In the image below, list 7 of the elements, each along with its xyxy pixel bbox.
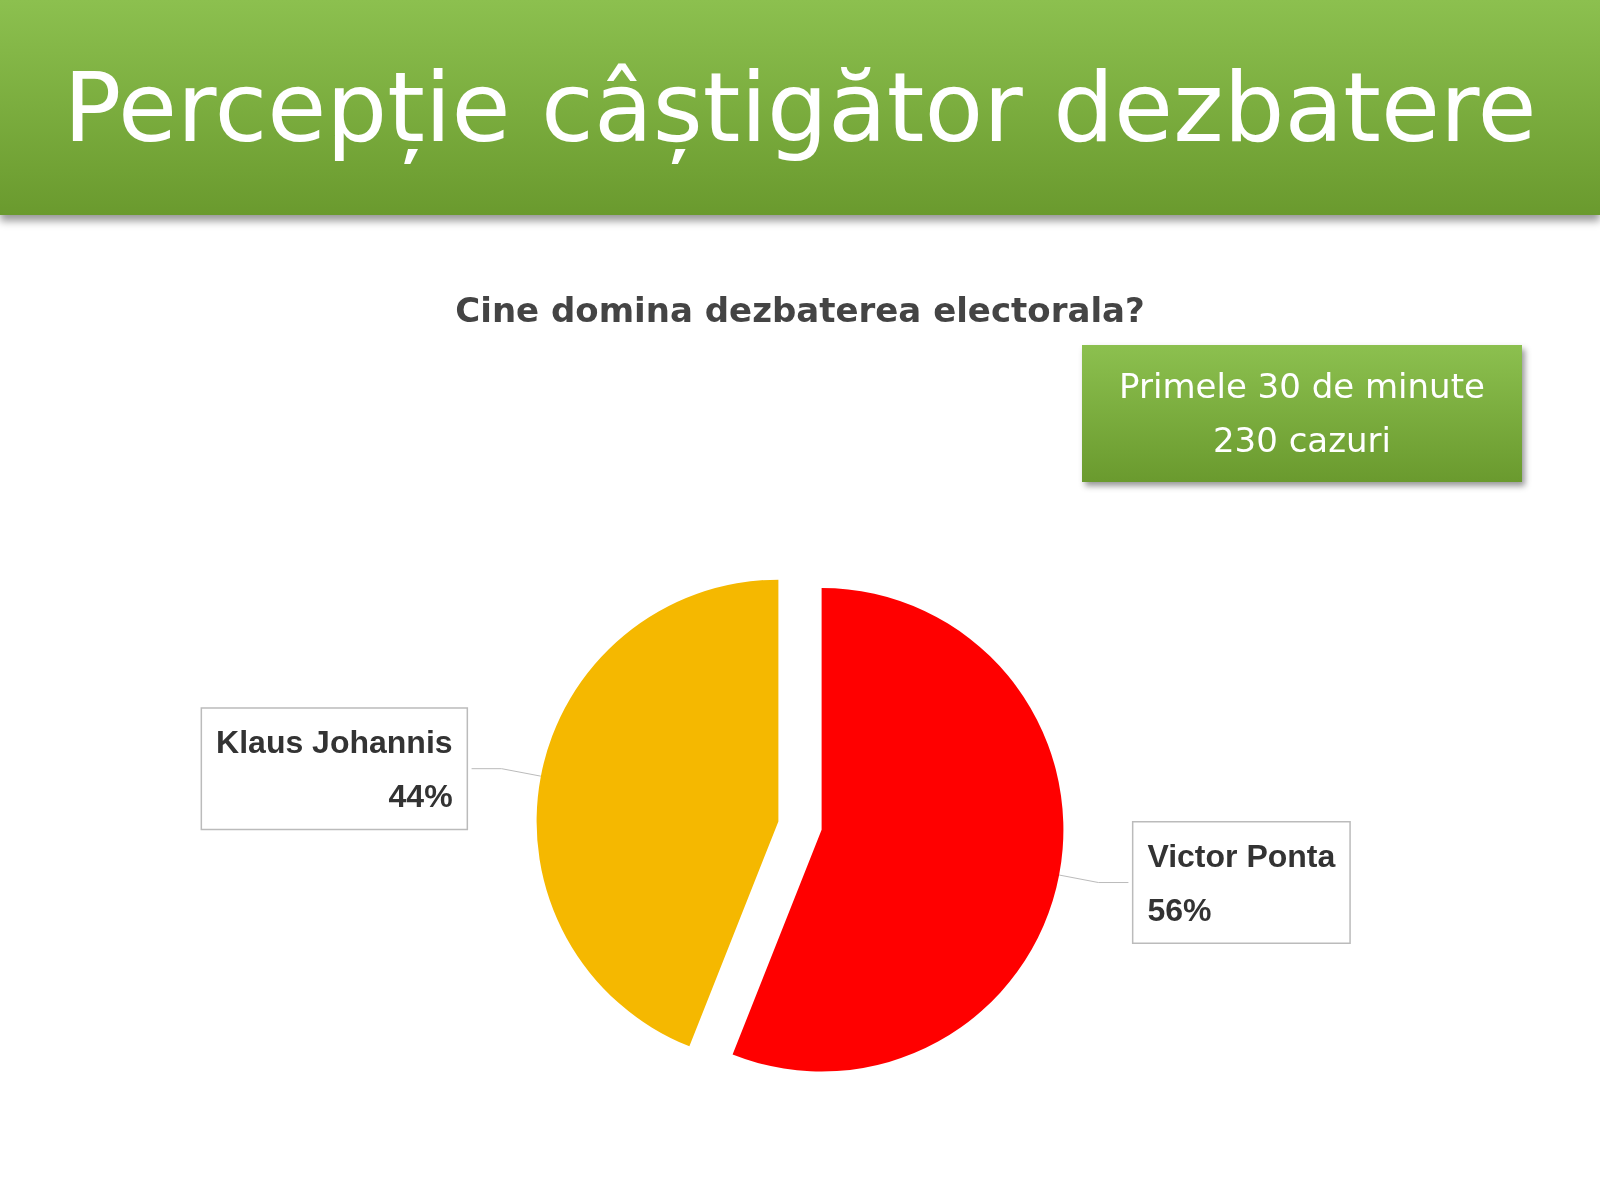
data-label: 44% <box>388 777 453 814</box>
slice-label: Klaus Johannis <box>216 723 453 760</box>
chart-subtitle: Cine domina dezbaterea electorala? <box>454 290 1146 330</box>
data-label: 56% <box>1147 891 1212 928</box>
text: Primele 30 de minute 230 cazuri <box>1082 345 1522 482</box>
slice-label: Victor Ponta <box>1147 837 1336 874</box>
chart-title: Percepție câștigător dezbatere <box>0 0 1600 215</box>
